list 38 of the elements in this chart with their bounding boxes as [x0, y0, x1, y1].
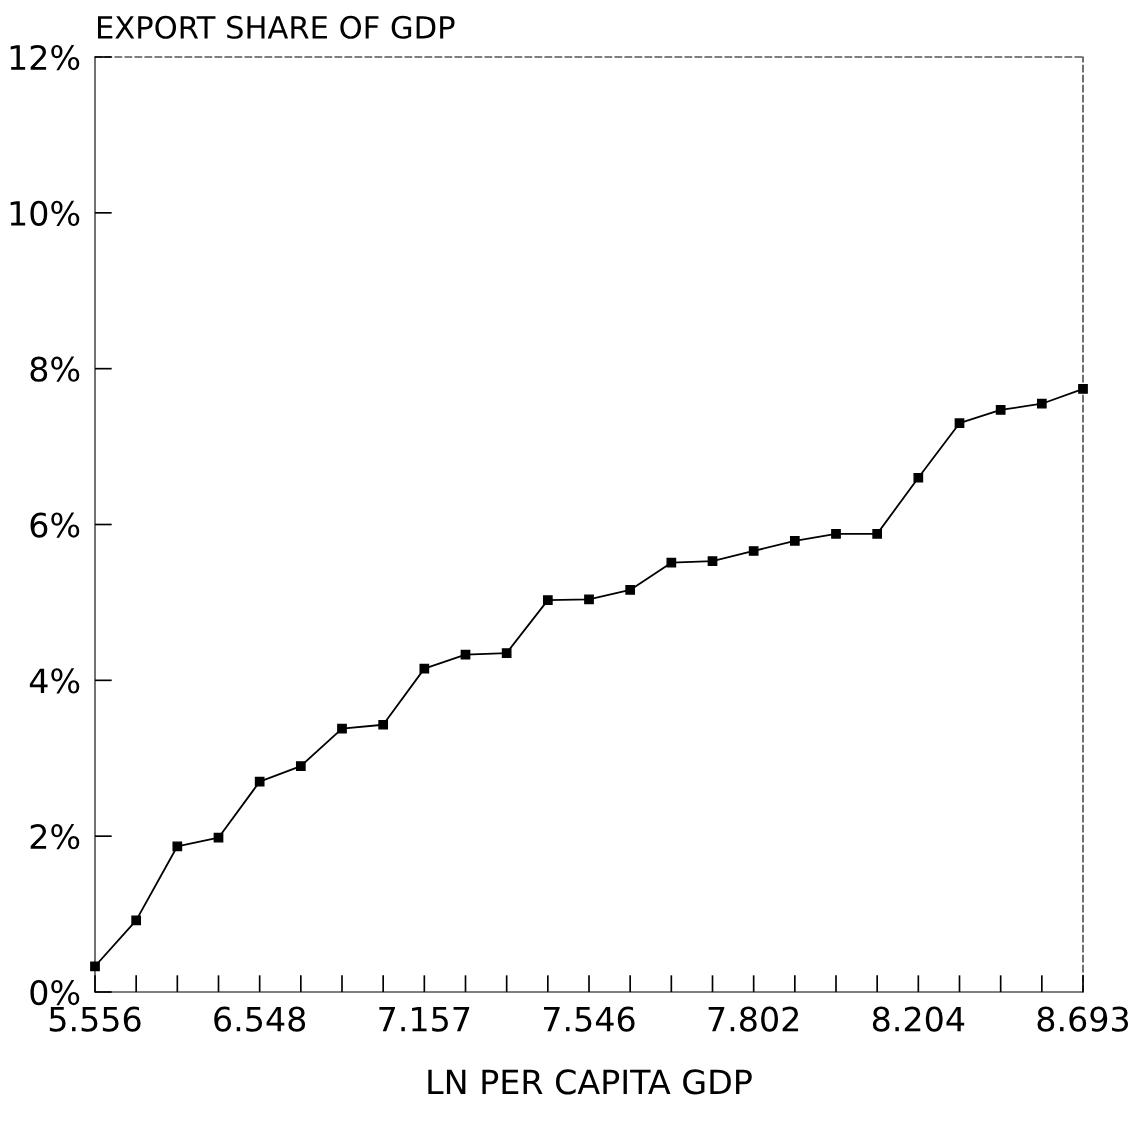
point — [295, 761, 306, 771]
point — [337, 723, 347, 734]
x-tick-label: 7.157 — [379, 1006, 470, 1032]
point — [748, 546, 759, 556]
y-tick-label: 2% — [30, 824, 80, 850]
x-tick-label: 7.802 — [708, 1006, 799, 1032]
point — [954, 418, 965, 429]
y-tick-label: 8% — [30, 356, 80, 382]
x-tick-label: 7.546 — [544, 1006, 635, 1032]
point — [831, 528, 841, 539]
point — [1036, 398, 1047, 409]
point — [172, 841, 183, 852]
point — [666, 557, 677, 568]
point — [378, 719, 389, 730]
chart-title: EXPORT SHARE OF GDP — [98, 15, 455, 39]
point — [542, 595, 553, 605]
point — [419, 663, 430, 674]
y-tick-label: 4% — [29, 668, 80, 694]
y-tick-label: 0% — [30, 979, 80, 1006]
y-tick-label: 6% — [30, 512, 80, 538]
x-tick-label: 5.556 — [49, 1006, 141, 1032]
point — [789, 536, 800, 546]
point — [131, 915, 142, 926]
x-tick-label: 8.204 — [872, 1006, 965, 1032]
x-tick-label: 6.548 — [214, 1006, 306, 1032]
point — [254, 776, 265, 787]
point — [707, 556, 718, 566]
point — [995, 405, 1006, 415]
x-axis-title: LN PER CAPITA GDP — [428, 1069, 752, 1095]
point — [625, 585, 636, 595]
point — [213, 832, 224, 843]
y-tick-label: 10% — [10, 200, 80, 226]
y-tick-label: 12% — [10, 44, 80, 71]
point — [501, 648, 512, 658]
x-tick-label: 8.693 — [1037, 1006, 1129, 1032]
point — [913, 472, 924, 483]
point — [584, 594, 594, 605]
point — [872, 528, 883, 539]
